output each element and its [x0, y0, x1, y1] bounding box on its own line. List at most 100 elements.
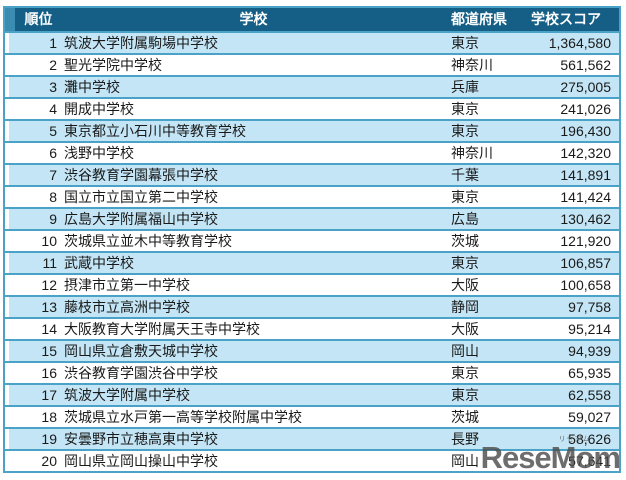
table-row: 20 岡山県立岡山操山中学校 岡山 57,641 [5, 449, 619, 471]
header-score: 学校スコア [531, 11, 601, 27]
school-cell: 岡山県立倉敷天城中学校 [64, 343, 218, 359]
rank-cell: 13 [41, 299, 57, 315]
rank-cell: 1 [49, 35, 57, 51]
rank-cell: 7 [49, 167, 57, 183]
table-row: 9 広島大学附属福山中学校 広島 130,462 [5, 207, 619, 229]
score-cell: 130,462 [560, 211, 611, 227]
score-cell: 141,424 [560, 189, 611, 205]
score-cell: 106,857 [560, 255, 611, 271]
row-fill: 3 灘中学校 兵庫 275,005 [9, 77, 619, 97]
header-prefecture: 都道府県 [451, 11, 507, 27]
rank-cell: 3 [49, 79, 57, 95]
row-fill: 15 岡山県立倉敷天城中学校 岡山 94,939 [9, 341, 619, 361]
prefecture-cell: 岡山 [451, 453, 479, 469]
rank-cell: 4 [49, 101, 57, 117]
school-cell: 茨城県立水戸第一高等学校附属中学校 [64, 409, 302, 425]
watermark-ruby: リセマム [558, 436, 591, 443]
prefecture-cell: 東京 [451, 255, 479, 271]
resemom-watermark: リセマム ReseMom [481, 436, 621, 473]
school-cell: 灘中学校 [64, 79, 120, 95]
school-cell: 摂津市立第一中学校 [64, 277, 190, 293]
rank-cell: 9 [49, 211, 57, 227]
table-row: 18 茨城県立水戸第一高等学校附属中学校 茨城 59,027 [5, 405, 619, 427]
school-cell: 東京都立小石川中等教育学校 [64, 123, 246, 139]
school-cell: 渋谷教育学園幕張中学校 [64, 167, 218, 183]
row-fill: 4 開成中学校 東京 241,026 [9, 99, 619, 119]
rank-cell: 5 [49, 123, 57, 139]
row-left-spacer [5, 165, 9, 185]
school-cell: 開成中学校 [64, 101, 134, 117]
row-fill: 12 摂津市立第一中学校 大阪 100,658 [9, 275, 619, 295]
prefecture-cell: 千葉 [451, 167, 479, 183]
score-cell: 1,364,580 [548, 35, 611, 51]
rank-cell: 10 [41, 233, 57, 249]
row-left-spacer [5, 341, 9, 361]
row-left-spacer [5, 187, 9, 207]
row-fill: 17 筑波大学附属中学校 東京 62,558 [9, 385, 619, 405]
score-cell: 59,027 [568, 409, 611, 425]
score-cell: 196,430 [560, 123, 611, 139]
score-cell: 58,626 [568, 431, 611, 447]
prefecture-cell: 大阪 [451, 321, 479, 337]
prefecture-cell: 東京 [451, 101, 479, 117]
rank-cell: 14 [41, 321, 57, 337]
prefecture-cell: 静岡 [451, 299, 479, 315]
prefecture-cell: 東京 [451, 189, 479, 205]
row-left-spacer [5, 231, 9, 251]
score-cell: 95,214 [568, 321, 611, 337]
score-cell: 241,026 [560, 101, 611, 117]
prefecture-cell: 東京 [451, 123, 479, 139]
row-left-spacer [5, 363, 9, 383]
row-left-spacer [5, 121, 9, 141]
score-cell: 561,562 [560, 57, 611, 73]
row-left-spacer [5, 33, 9, 53]
header-school: 学校 [239, 11, 268, 27]
school-cell: 聖光学院中学校 [64, 57, 162, 73]
rank-cell: 6 [49, 145, 57, 161]
row-fill: 7 渋谷教育学園幕張中学校 千葉 141,891 [9, 165, 619, 185]
table-row: 19 安曇野市立穂高東中学校 長野 58,626 [5, 427, 619, 449]
school-cell: 岡山県立岡山操山中学校 [64, 453, 218, 469]
table-row: 1 筑波大学附属駒場中学校 東京 1,364,580 [5, 31, 619, 53]
school-cell: 広島大学附属福山中学校 [64, 211, 218, 227]
score-cell: 57,641 [568, 453, 611, 469]
table-row: 8 国立市立国立第二中学校 東京 141,424 [5, 185, 619, 207]
row-left-spacer [5, 451, 9, 471]
row-left-spacer [5, 385, 9, 405]
rank-cell: 11 [42, 255, 57, 271]
table-row: 6 浅野中学校 神奈川 142,320 [5, 141, 619, 163]
header-rank: 順位 [24, 11, 53, 27]
table-row: 14 大阪教育大学附属天王寺中学校 大阪 95,214 [5, 317, 619, 339]
row-fill: 14 大阪教育大学附属天王寺中学校 大阪 95,214 [9, 319, 619, 339]
rank-cell: 15 [41, 343, 57, 359]
prefecture-cell: 茨城 [451, 409, 479, 425]
school-cell: 国立市立国立第二中学校 [64, 189, 218, 205]
table-row: 2 聖光学院中学校 神奈川 561,562 [5, 53, 619, 75]
row-fill: 18 茨城県立水戸第一高等学校附属中学校 茨城 59,027 [9, 407, 619, 427]
row-left-spacer [5, 143, 9, 163]
row-left-spacer [5, 429, 9, 449]
table-row: 4 開成中学校 東京 241,026 [5, 97, 619, 119]
school-cell: 武蔵中学校 [64, 255, 134, 271]
score-cell: 141,891 [560, 167, 611, 183]
table-row: 17 筑波大学附属中学校 東京 62,558 [5, 383, 619, 405]
header-main: 順位 学校 都道府県 学校スコア [15, 8, 619, 31]
score-cell: 65,935 [568, 365, 611, 381]
rank-cell: 16 [41, 365, 57, 381]
rank-cell: 2 [49, 57, 57, 73]
table-row: 12 摂津市立第一中学校 大阪 100,658 [5, 273, 619, 295]
row-left-spacer [5, 209, 9, 229]
header-accent-spacer [5, 8, 15, 31]
school-cell: 渋谷教育学園渋谷中学校 [64, 365, 218, 381]
prefecture-cell: 広島 [451, 211, 479, 227]
school-cell: 安曇野市立穂高東中学校 [64, 431, 218, 447]
prefecture-cell: 岡山 [451, 343, 479, 359]
row-left-spacer [5, 77, 9, 97]
school-cell: 藤枝市立高洲中学校 [64, 299, 190, 315]
prefecture-cell: 神奈川 [451, 145, 493, 161]
school-cell: 筑波大学附属駒場中学校 [64, 35, 218, 51]
row-left-spacer [5, 297, 9, 317]
school-cell: 茨城県立並木中等教育学校 [64, 233, 232, 249]
prefecture-cell: 大阪 [451, 277, 479, 293]
row-fill: 8 国立市立国立第二中学校 東京 141,424 [9, 187, 619, 207]
